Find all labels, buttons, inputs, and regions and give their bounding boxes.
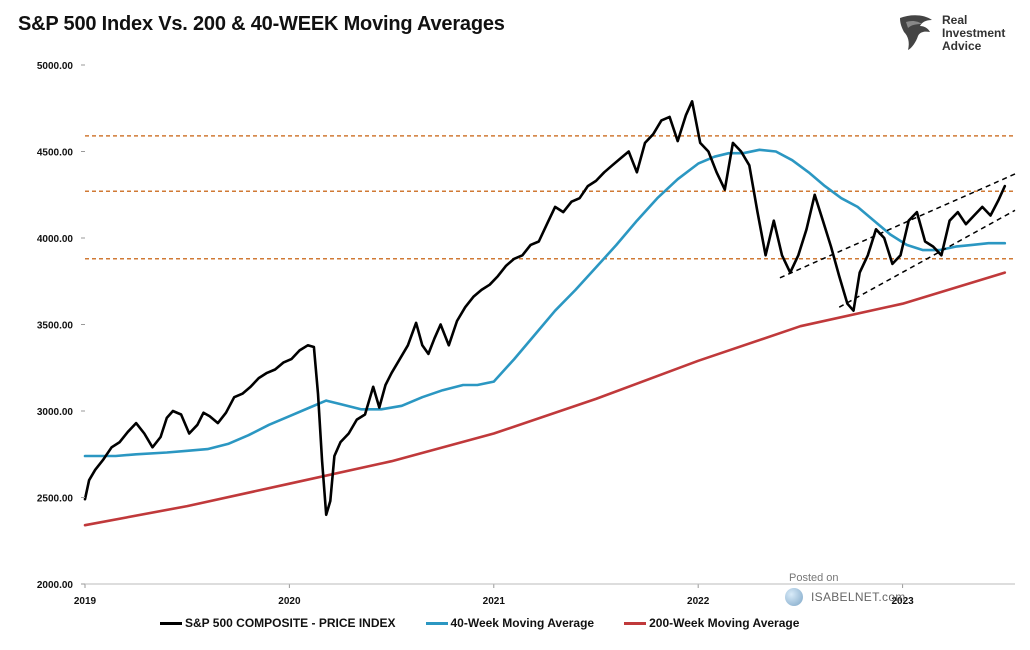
trend-line-upper <box>779 173 1016 279</box>
chart-title: S&P 500 Index Vs. 200 & 40-WEEK Moving A… <box>18 13 505 35</box>
price-line <box>83 100 1007 517</box>
y-tick-label: 5000.00 <box>37 61 74 72</box>
legend-swatch-ma200 <box>624 621 647 625</box>
x-tick-label: 2022 <box>687 596 710 607</box>
legend-swatch-ma40 <box>425 621 448 625</box>
series-layer <box>83 100 1007 527</box>
globe-icon <box>785 588 803 606</box>
watermark-posted-text: Posted on <box>789 572 839 584</box>
x-tick-label: 2019 <box>74 596 97 607</box>
watermark-site-text: ISABELNET.com <box>811 590 906 604</box>
level-layer <box>85 135 1015 260</box>
real-investment-advice-logo: Real Investment Advice <box>896 12 1026 56</box>
legend-item-ma40: 40-Week Moving Average <box>425 616 595 630</box>
logo-line-3: Advice <box>942 39 982 53</box>
y-tick-label: 4000.00 <box>37 234 74 245</box>
legend-item-price: S&P 500 COMPOSITE - PRICE INDEX <box>160 616 396 630</box>
eagle-icon <box>900 15 932 50</box>
logo-text: Real Investment Advice <box>942 14 1005 53</box>
y-tick-label: 3500.00 <box>37 321 74 332</box>
y-tick-label: 2000.00 <box>37 580 74 591</box>
logo-line-2: Investment <box>942 26 1006 40</box>
logo-line-1: Real <box>942 13 968 27</box>
legend-label-ma200: 200-Week Moving Average <box>649 616 800 630</box>
y-tick-label: 4500.00 <box>37 148 74 159</box>
legend-label-price: S&P 500 COMPOSITE - PRICE INDEX <box>185 616 396 630</box>
trend-layer <box>779 173 1016 308</box>
isabelnet-watermark: Posted on ISABELNET.com <box>783 570 923 610</box>
x-tick-label: 2023 <box>891 596 914 607</box>
legend-item-ma200: 200-Week Moving Average <box>624 616 799 630</box>
x-tick-label: 2020 <box>278 596 301 607</box>
axis-layer: 2000.00 2500.00 3000.00 3500.00 4000.00 4500.… <box>37 61 1015 607</box>
ma200-line <box>83 271 1007 527</box>
y-tick-label: 2500.00 <box>37 494 74 505</box>
legend-label-ma40: 40-Week Moving Average <box>450 616 595 630</box>
x-tick-label: 2021 <box>483 596 506 607</box>
legend-swatch-price <box>160 621 182 625</box>
trend-line-lower <box>838 209 1016 308</box>
chart-legend: S&P 500 COMPOSITE - PRICE INDEX 40-Week … <box>160 616 799 630</box>
y-tick-label: 3000.00 <box>37 407 74 418</box>
ma40-line <box>83 148 1007 458</box>
